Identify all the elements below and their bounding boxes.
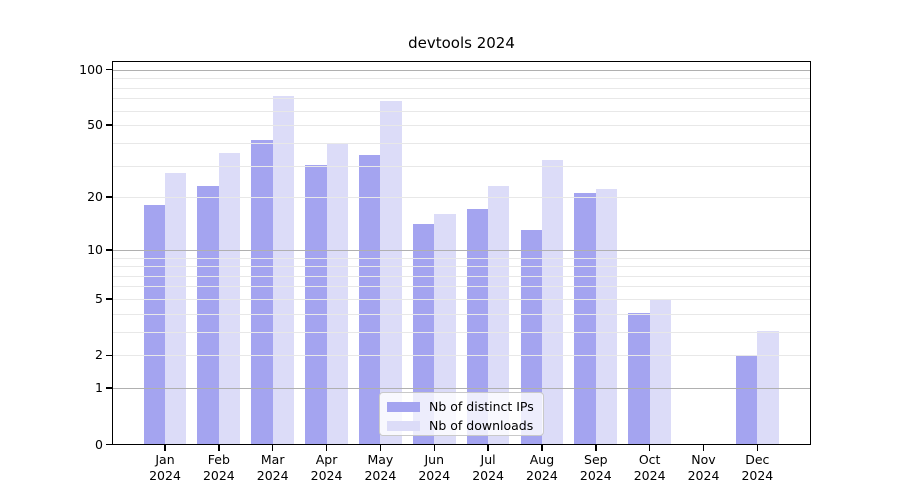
bar-nb-of-downloads-jun: [434, 213, 456, 444]
minor-gridline-40: [113, 142, 810, 144]
major-gridline-10: [113, 249, 810, 251]
minor-gridline-20: [113, 197, 810, 199]
bar-nb-of-distinct-ips-dec: [735, 354, 758, 444]
legend: Nb of distinct IPs Nb of downloads: [379, 392, 544, 436]
x-tick-label-sep: Sep 2024: [579, 452, 612, 483]
plot-area: [113, 62, 810, 444]
minor-gridline-90: [113, 78, 810, 80]
y-tick-label-2: 2: [95, 347, 103, 363]
x-tick-mark-may: [379, 445, 382, 451]
x-tick-mark-aug: [541, 445, 543, 451]
x-tick-mark-jul: [487, 445, 489, 451]
y-tick-mark-1: [106, 387, 113, 389]
y-tick-mark-2: [106, 354, 113, 357]
minor-gridline-80: [113, 87, 810, 89]
x-tick-label-dec: Dec 2024: [741, 452, 774, 483]
bar-nb-of-downloads-dec: [757, 331, 779, 444]
minor-gridline-9: [113, 257, 810, 259]
chart-title: devtools 2024: [408, 34, 515, 52]
x-tick-label-nov: Nov 2024: [687, 452, 720, 483]
bar-nb-of-distinct-ips-mar: [251, 140, 273, 444]
minor-gridline-2: [113, 355, 810, 357]
x-tick-mark-mar: [271, 445, 274, 451]
x-tick-mark-jan: [164, 445, 166, 451]
x-tick-mark-sep: [595, 445, 597, 451]
legend-swatch-distinct-ips: [387, 402, 420, 412]
minor-gridline-5: [113, 298, 810, 300]
bar-nb-of-downloads-oct: [649, 298, 672, 444]
minor-gridline-7: [113, 275, 810, 277]
minor-gridline-6: [113, 286, 810, 288]
x-tick-label-aug: Aug 2024: [526, 452, 558, 483]
x-tick-mark-feb: [218, 445, 220, 451]
legend-label-downloads: Nb of downloads: [429, 418, 534, 433]
bar-nb-of-distinct-ips-apr: [305, 165, 327, 444]
major-gridline-1: [113, 388, 810, 390]
x-tick-label-jun: Jun 2024: [418, 452, 451, 483]
y-tick-label-1: 1: [95, 380, 103, 396]
x-tick-mark-apr: [325, 445, 328, 451]
bar-nb-of-downloads-apr: [326, 144, 348, 444]
bar-nb-of-distinct-ips-jan: [143, 204, 165, 444]
y-tick-label-20: 20: [87, 189, 103, 205]
legend-swatch-downloads: [387, 421, 420, 431]
x-tick-mark-nov: [702, 445, 705, 451]
x-tick-label-jul: Jul 2024: [472, 452, 504, 483]
y-tick-mark-0: [106, 443, 113, 446]
x-tick-label-oct: Oct 2024: [633, 452, 666, 483]
bar-nb-of-downloads-feb: [218, 152, 241, 444]
x-tick-mark-jun: [433, 445, 435, 451]
x-tick-mark-dec: [756, 445, 759, 451]
x-tick-label-apr: Apr 2024: [310, 452, 343, 483]
y-tick-label-50: 50: [87, 117, 103, 133]
minor-gridline-3: [113, 331, 810, 333]
minor-gridline-4: [113, 313, 810, 315]
minor-gridline-50: [113, 125, 810, 127]
y-tick-mark-10: [106, 249, 113, 251]
bar-nb-of-distinct-ips-oct: [628, 313, 650, 444]
y-tick-mark-50: [106, 124, 113, 126]
y-tick-label-5: 5: [95, 290, 103, 306]
bars-layer: [113, 62, 810, 444]
bar-nb-of-distinct-ips-jul: [466, 209, 489, 444]
minor-gridline-30: [113, 165, 810, 167]
y-tick-label-0: 0: [95, 436, 103, 452]
x-tick-label-mar: Mar 2024: [256, 452, 289, 483]
bar-nb-of-distinct-ips-aug: [520, 229, 542, 444]
y-tick-mark-100: [106, 68, 113, 71]
bar-nb-of-downloads-aug: [541, 160, 564, 444]
bar-nb-of-downloads-jan: [165, 173, 187, 444]
y-tick-mark-20: [106, 196, 113, 198]
y-tick-label-100: 100: [79, 61, 103, 77]
minor-gridline-8: [113, 266, 810, 268]
bar-nb-of-distinct-ips-sep: [574, 192, 596, 444]
y-tick-label-10: 10: [87, 241, 103, 257]
x-tick-mark-oct: [648, 445, 651, 451]
x-tick-label-may: May 2024: [364, 452, 397, 483]
bar-nb-of-downloads-may: [380, 101, 402, 444]
major-gridline-100: [113, 69, 810, 71]
legend-label-distinct-ips: Nb of distinct IPs: [429, 399, 534, 414]
legend-item-downloads: Nb of downloads: [387, 417, 535, 435]
x-tick-label-jan: Jan 2024: [149, 452, 181, 483]
bar-nb-of-downloads-mar: [272, 95, 295, 444]
x-tick-label-feb: Feb 2024: [202, 452, 235, 483]
minor-gridline-60: [113, 110, 810, 112]
legend-item-distinct-ips: Nb of distinct IPs: [387, 398, 535, 416]
bar-nb-of-downloads-sep: [595, 189, 618, 444]
y-tick-mark-5: [106, 298, 113, 300]
minor-gridline-70: [113, 98, 810, 100]
grid-layer: [113, 62, 810, 444]
